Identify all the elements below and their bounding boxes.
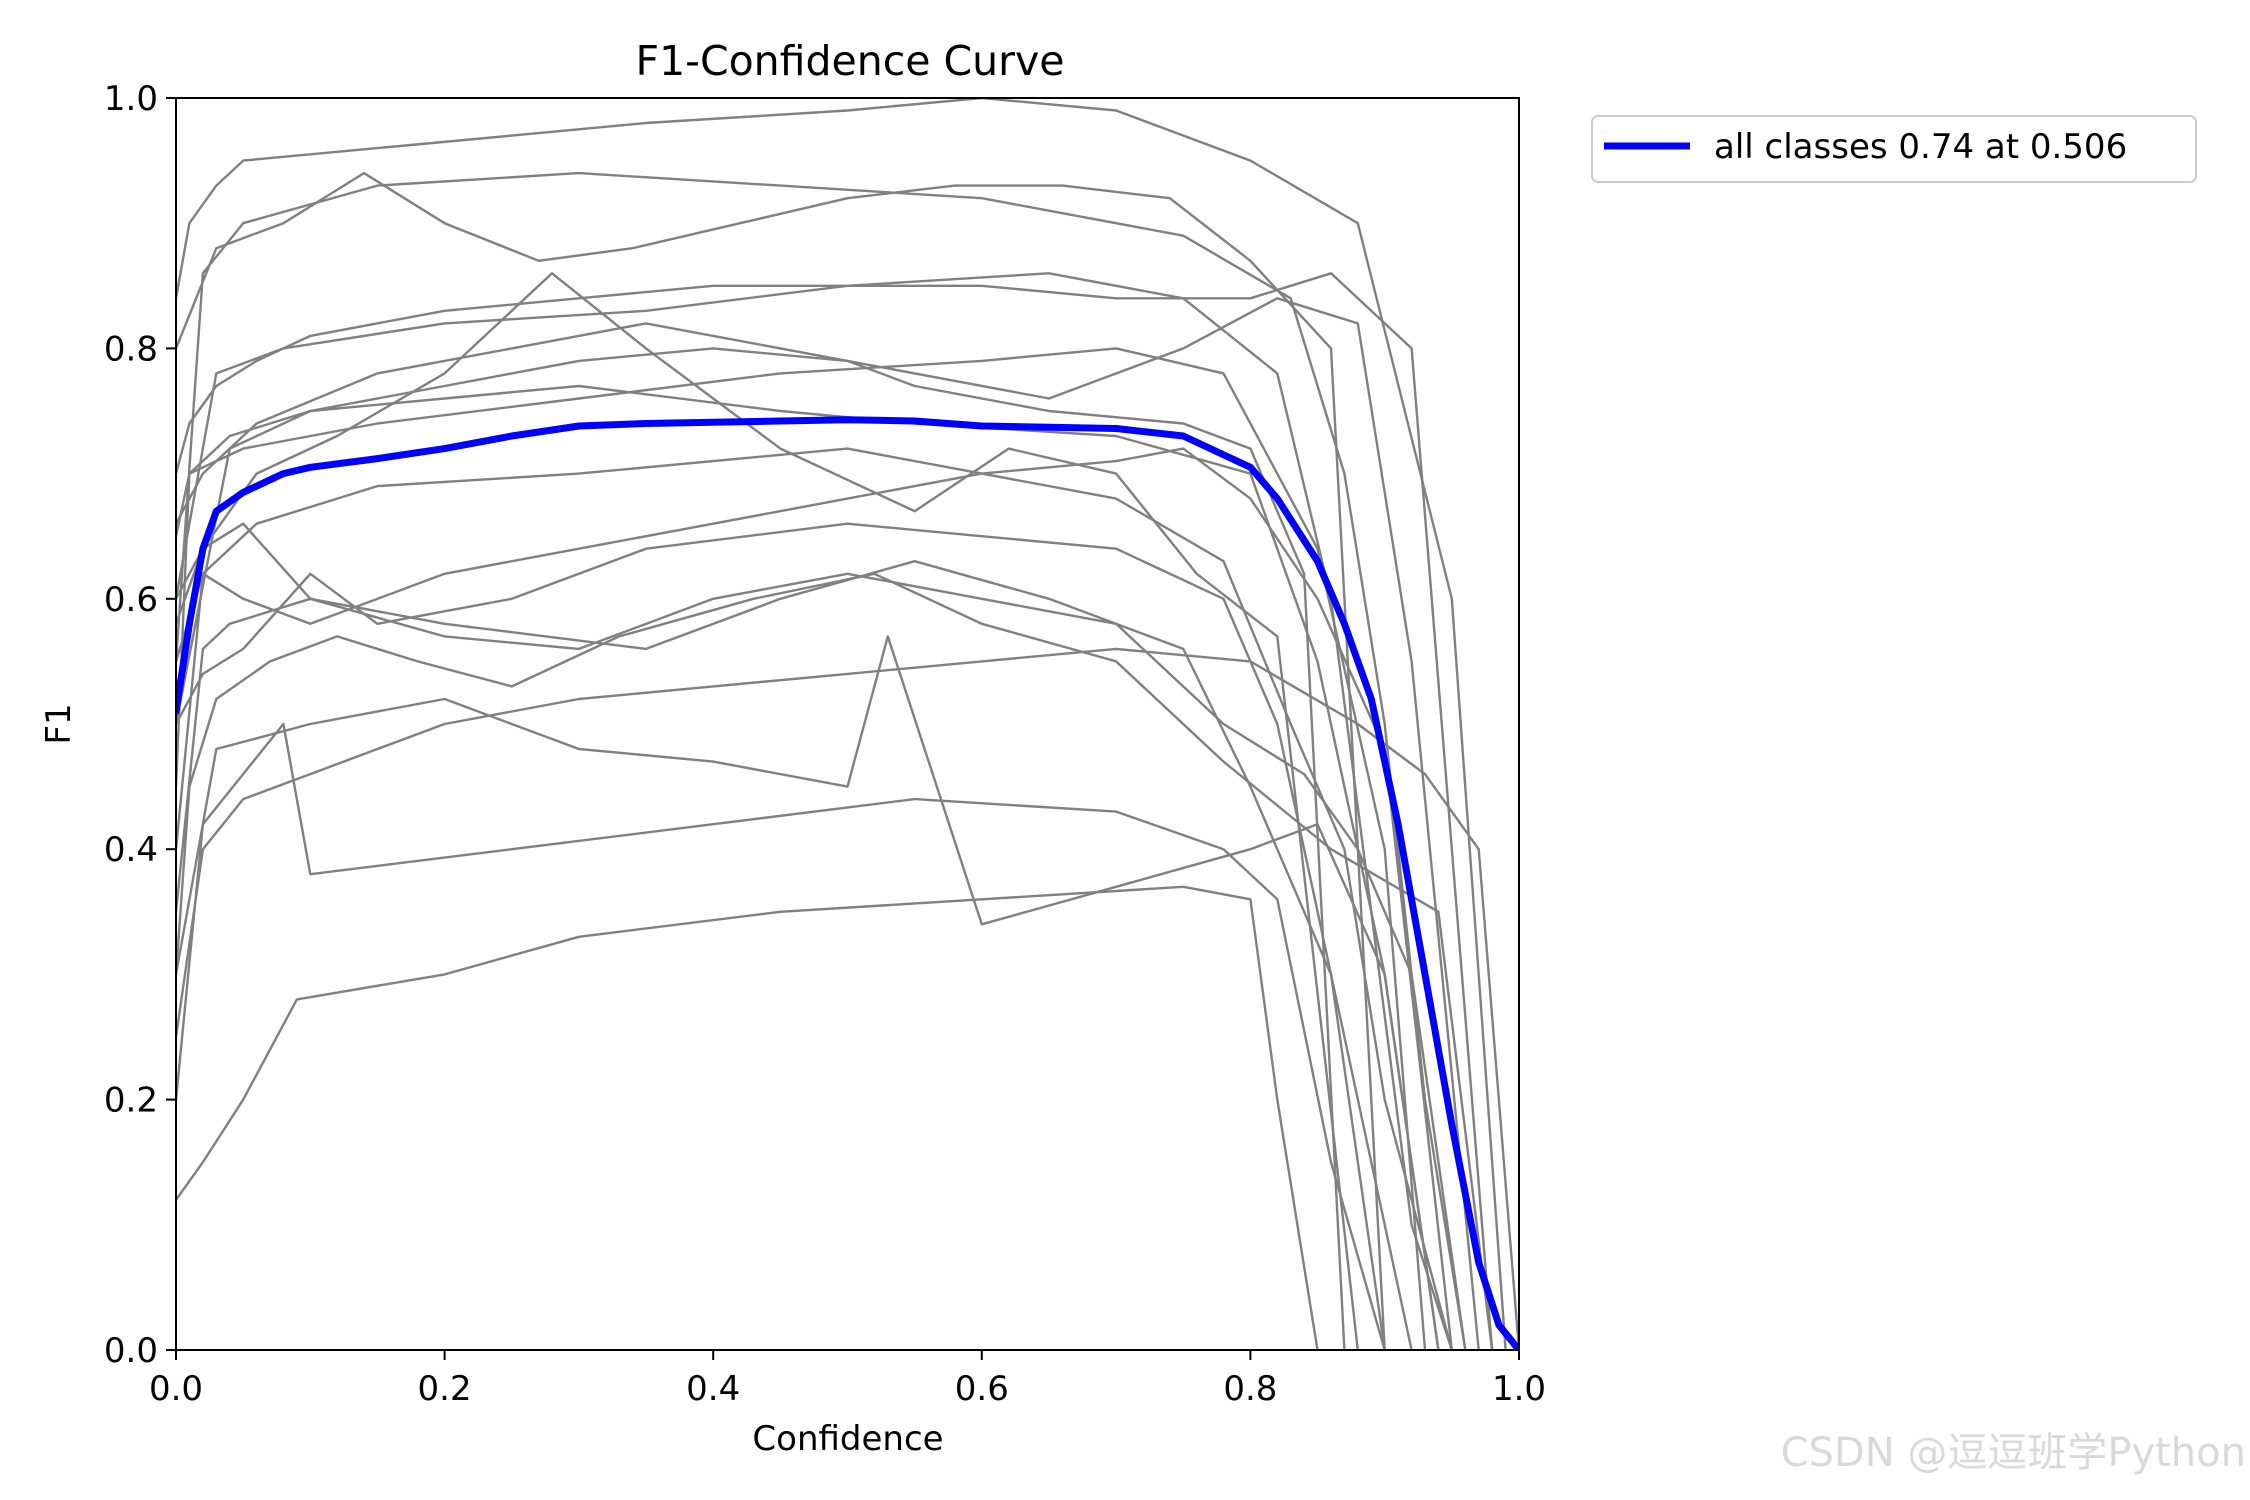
series-line-class [176,447,1454,1350]
series-line-class [176,647,1519,1350]
x-tick-label: 0.6 [955,1369,1009,1409]
y-tick-label: 1.0 [104,79,158,119]
plot-area [176,98,1519,1350]
legend-label-all-classes: all classes 0.74 at 0.506 [1714,127,2127,167]
series-line-class [176,560,1413,1350]
series-line-class [176,722,1386,1350]
series-line-class [176,347,1346,1350]
csdn-watermark: CSDN @逗逗班学Python [1780,1430,2246,1476]
plot-frame [175,97,1520,1351]
y-tick-label: 0.6 [104,580,158,620]
series-line-class [176,885,1319,1350]
series-line-class [176,171,1386,1350]
series-line-class [176,522,1467,1350]
legend: all classes 0.74 at 0.506 [1591,115,2197,183]
series-line-class [176,572,1494,1350]
y-axis: 0.0 0.2 0.4 0.6 0.8 1.0 [104,79,176,1371]
x-tick-label: 0.0 [149,1369,203,1409]
y-tick-label: 0.4 [104,830,158,870]
y-tick-label: 0.0 [104,1331,158,1371]
series-line-class [176,272,1494,1350]
series-line-class [176,171,1467,1350]
y-tick-label: 0.2 [104,1081,158,1121]
x-axis: 0.0 0.2 0.4 0.6 0.8 1.0 [149,1350,1546,1409]
chart-title: F1-Confidence Curve [636,37,1065,85]
series-layer [176,98,1519,1350]
x-axis-label: Confidence [752,1419,943,1459]
x-tick-label: 1.0 [1492,1369,1546,1409]
y-tick-label: 0.8 [104,329,158,369]
series-line-class [176,522,1386,1350]
y-axis-label: F1 [39,703,79,744]
series-line-all-classes [176,416,1519,1350]
series-line-class [176,98,1507,1350]
legend-box [1591,115,2197,183]
series-line-class [176,272,1360,1350]
x-tick-label: 0.2 [418,1369,472,1409]
x-tick-label: 0.8 [1223,1369,1277,1409]
x-tick-label: 0.4 [686,1369,740,1409]
